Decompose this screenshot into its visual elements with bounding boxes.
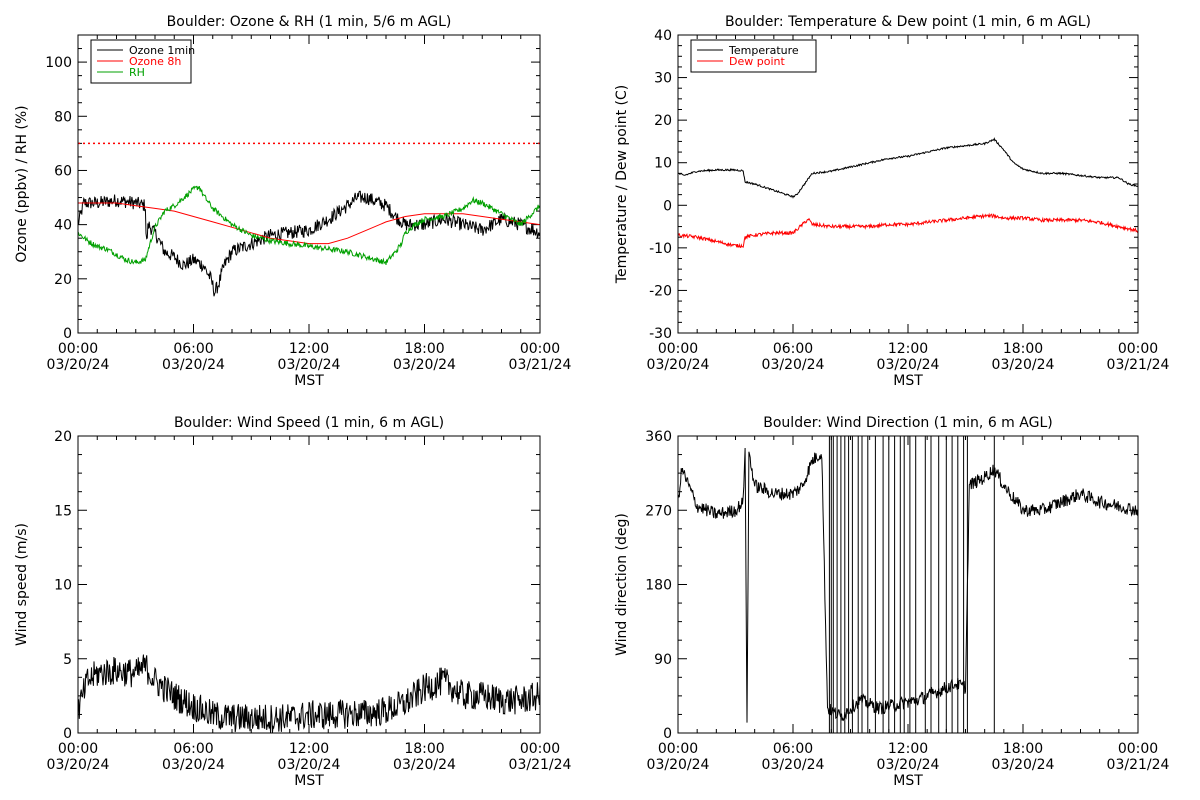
y-tick-label: 60	[54, 163, 72, 179]
y-tick-label: 15	[54, 503, 72, 519]
y-axis-label: Wind speed (m/s)	[14, 523, 30, 646]
y-tick-label: 40	[654, 28, 672, 44]
legend-label: RH	[129, 66, 145, 79]
y-tick-label: -30	[649, 326, 672, 342]
x-tick-label-date: 03/21/24	[1107, 757, 1170, 773]
y-tick-label: 40	[54, 218, 72, 234]
plot-frame	[677, 435, 1139, 734]
y-axis-label: Wind direction (deg)	[614, 513, 630, 656]
x-tick-label-date: 03/20/24	[278, 357, 341, 373]
y-tick-label: 20	[654, 113, 672, 129]
series-line-dew-point	[678, 212, 1138, 249]
y-tick-label: 80	[54, 109, 72, 125]
x-tick-label-time: 06:00	[773, 741, 813, 757]
plot-frame	[77, 435, 541, 734]
y-tick-label: 360	[645, 429, 672, 445]
series-line-rh	[78, 185, 540, 265]
x-tick-label-time: 12:00	[888, 341, 928, 357]
x-tick-label-time: 12:00	[289, 741, 329, 757]
chart-title: Boulder: Wind Direction (1 min, 6 m AGL)	[763, 415, 1052, 431]
y-tick-label: 90	[654, 652, 672, 668]
y-tick-label: 20	[54, 272, 72, 288]
x-tick-label-time: 06:00	[773, 341, 813, 357]
plot-frame	[77, 34, 541, 334]
y-tick-label: 0	[663, 726, 672, 742]
x-tick-label-date: 03/21/24	[1107, 357, 1170, 373]
chart-title: Boulder: Ozone & RH (1 min, 5/6 m AGL)	[167, 14, 452, 30]
x-tick-label-date: 03/20/24	[877, 357, 940, 373]
x-tick-label-time: 12:00	[888, 741, 928, 757]
y-tick-label: 0	[663, 198, 672, 214]
x-tick-label-date: 03/20/24	[647, 757, 710, 773]
x-axis-label: MST	[893, 373, 923, 389]
x-tick-label-time: 00:00	[58, 741, 98, 757]
x-tick-label-date: 03/20/24	[393, 357, 456, 373]
x-tick-label-time: 00:00	[520, 341, 560, 357]
legend-label: Temperature	[728, 44, 799, 57]
x-tick-label-time: 00:00	[1118, 341, 1158, 357]
chart-wind-speed: Boulder: Wind Speed (1 min, 6 m AGL) Wind…	[14, 415, 572, 789]
legend-label: Ozone 8h	[129, 55, 181, 68]
chart-wind-direction: Boulder: Wind Direction (1 min, 6 m AGL)…	[614, 415, 1170, 789]
x-tick-label-time: 18:00	[1003, 741, 1043, 757]
series-line-ozone-1min	[78, 190, 540, 297]
x-axis-label: MST	[294, 773, 324, 789]
series-line-wind_direction-0	[678, 447, 1138, 723]
x-tick-label-date: 03/20/24	[393, 757, 456, 773]
x-tick-label-date: 03/21/24	[509, 357, 572, 373]
x-tick-label-time: 00:00	[658, 741, 698, 757]
y-tick-label: 10	[654, 156, 672, 172]
x-tick-label-time: 12:00	[289, 341, 329, 357]
x-tick-label-time: 18:00	[1003, 341, 1043, 357]
x-axis-label: MST	[294, 373, 324, 389]
y-tick-label: 270	[645, 503, 672, 519]
legend-box	[690, 39, 817, 73]
y-tick-label: -20	[649, 283, 672, 299]
y-axis-label: Temperature / Dew point (C)	[614, 85, 630, 284]
y-tick-label: 5	[63, 652, 72, 668]
x-tick-label-time: 00:00	[658, 341, 698, 357]
x-tick-label-date: 03/20/24	[992, 757, 1055, 773]
series-line-wind_speed-0	[78, 654, 540, 733]
plot-frame	[677, 34, 1139, 334]
y-tick-label: 0	[63, 726, 72, 742]
chart-ozone-rh: Boulder: Ozone & RH (1 min, 5/6 m AGL) Oz…	[14, 14, 572, 389]
legend-label: Ozone 1min	[129, 44, 195, 57]
x-tick-label-date: 03/20/24	[278, 757, 341, 773]
x-tick-label-time: 18:00	[404, 341, 444, 357]
x-tick-label-date: 03/20/24	[647, 357, 710, 373]
x-tick-label-time: 06:00	[173, 741, 213, 757]
x-tick-label-date: 03/20/24	[762, 357, 825, 373]
y-tick-label: 180	[645, 578, 672, 594]
series-line-temperature	[678, 137, 1138, 199]
x-tick-label-date: 03/20/24	[762, 757, 825, 773]
chart-title: Boulder: Wind Speed (1 min, 6 m AGL)	[174, 415, 444, 431]
y-tick-label: 10	[54, 578, 72, 594]
y-tick-label: -10	[649, 241, 672, 257]
legend-box	[90, 39, 192, 84]
x-tick-label-time: 00:00	[1118, 741, 1158, 757]
x-tick-label-date: 03/20/24	[877, 757, 940, 773]
y-tick-label: 20	[54, 429, 72, 445]
y-tick-label: 30	[654, 71, 672, 87]
chart-temp-dew: Boulder: Temperature & Dew point (1 min,…	[614, 14, 1170, 389]
chart-title: Boulder: Temperature & Dew point (1 min,…	[725, 14, 1091, 30]
x-tick-label-date: 03/21/24	[509, 757, 572, 773]
x-tick-label-time: 00:00	[520, 741, 560, 757]
x-tick-label-date: 03/20/24	[162, 757, 225, 773]
x-tick-label-date: 03/20/24	[992, 357, 1055, 373]
x-axis-label: MST	[893, 773, 923, 789]
x-tick-label-date: 03/20/24	[162, 357, 225, 373]
series-line-wind_direction-1	[828, 436, 995, 733]
y-tick-label: 0	[63, 326, 72, 342]
y-axis-label: Ozone (ppbv) / RH (%)	[14, 105, 30, 262]
x-tick-label-date: 03/20/24	[47, 357, 110, 373]
legend-label: Dew point	[729, 55, 785, 68]
x-tick-label-time: 18:00	[404, 741, 444, 757]
y-tick-label: 100	[45, 55, 72, 71]
x-tick-label-time: 06:00	[173, 341, 213, 357]
x-tick-label-time: 00:00	[58, 341, 98, 357]
x-tick-label-date: 03/20/24	[47, 757, 110, 773]
